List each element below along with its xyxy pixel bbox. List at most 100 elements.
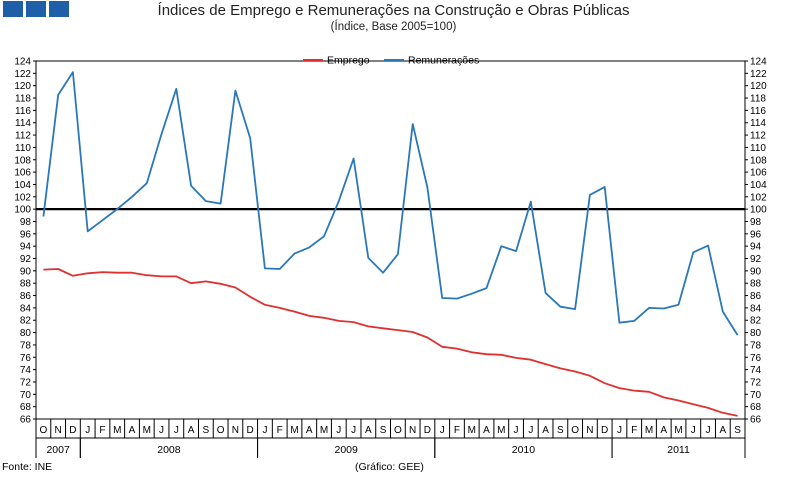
chart-credit: (Gráfico: GEE) bbox=[355, 461, 424, 473]
y-tick-label-right: 100 bbox=[750, 205, 767, 216]
series-line-emprego bbox=[43, 268, 738, 417]
y-tick-label-right: 120 bbox=[750, 81, 767, 92]
x-tick-label: O bbox=[571, 425, 579, 436]
x-tick-label: A bbox=[720, 425, 727, 436]
y-tick-label-right: 102 bbox=[750, 192, 767, 203]
logo-square-2 bbox=[26, 1, 46, 17]
x-tick-label: D bbox=[424, 425, 431, 436]
year-label: 2011 bbox=[667, 444, 690, 456]
y-tick-label-right: 98 bbox=[750, 217, 762, 228]
y-tick-label-right: 104 bbox=[750, 180, 767, 191]
x-tick-label: F bbox=[454, 425, 460, 436]
y-tick-label-right: 114 bbox=[750, 118, 766, 129]
y-tick-label-left: 114 bbox=[15, 118, 31, 129]
y-tick-label-left: 118 bbox=[15, 94, 31, 105]
x-tick-label: A bbox=[542, 425, 549, 436]
x-tick-label: F bbox=[631, 425, 637, 436]
year-label: 2010 bbox=[512, 444, 536, 456]
y-tick-label-left: 66 bbox=[20, 415, 32, 426]
x-tick-label: D bbox=[69, 425, 76, 436]
x-tick-label: M bbox=[645, 425, 653, 436]
y-tick-label-right: 72 bbox=[750, 377, 762, 388]
y-tick-label-right: 78 bbox=[750, 340, 762, 351]
x-tick-label: S bbox=[203, 425, 210, 436]
y-tick-label-left: 106 bbox=[14, 168, 31, 179]
y-tick-label-left: 92 bbox=[20, 254, 32, 265]
x-tick-label: J bbox=[174, 425, 179, 436]
x-tick-label: J bbox=[691, 425, 696, 436]
y-tick-label-left: 70 bbox=[20, 390, 32, 401]
y-tick-label-right: 124 bbox=[750, 57, 767, 68]
year-label: 2008 bbox=[157, 444, 181, 456]
y-tick-label-left: 82 bbox=[20, 316, 32, 327]
x-tick-label: J bbox=[85, 425, 90, 436]
y-tick-label-right: 116 bbox=[750, 106, 766, 117]
legend-label: Emprego bbox=[327, 55, 370, 67]
x-tick-label: N bbox=[55, 425, 62, 436]
y-tick-label-left: 68 bbox=[20, 402, 32, 413]
y-tick-label-right: 80 bbox=[750, 328, 762, 339]
y-tick-label-left: 96 bbox=[20, 229, 32, 240]
x-tick-label: A bbox=[365, 425, 372, 436]
x-tick-label: S bbox=[380, 425, 387, 436]
y-tick-label-right: 118 bbox=[750, 94, 766, 105]
y-tick-label-left: 120 bbox=[14, 81, 31, 92]
y-tick-label-right: 108 bbox=[750, 155, 767, 166]
x-tick-label: M bbox=[290, 425, 298, 436]
x-tick-label: J bbox=[514, 425, 519, 436]
legend-label: Remunerações bbox=[408, 55, 479, 67]
x-tick-label: M bbox=[143, 425, 151, 436]
y-tick-label-right: 76 bbox=[750, 353, 762, 364]
y-tick-label-left: 102 bbox=[14, 192, 31, 203]
y-tick-label-left: 108 bbox=[14, 155, 31, 166]
y-tick-label-right: 122 bbox=[750, 69, 767, 80]
y-tick-label-left: 122 bbox=[14, 69, 31, 80]
x-tick-label: N bbox=[409, 425, 416, 436]
y-tick-label-right: 94 bbox=[750, 242, 762, 253]
x-tick-label: A bbox=[188, 425, 195, 436]
y-tick-label-left: 94 bbox=[20, 242, 32, 253]
y-tick-label-left: 80 bbox=[20, 328, 32, 339]
y-tick-label-right: 74 bbox=[750, 365, 762, 376]
y-tick-label-left: 74 bbox=[20, 365, 32, 376]
x-tick-label: J bbox=[351, 425, 356, 436]
logo-square-1 bbox=[3, 1, 23, 17]
y-tick-label-right: 88 bbox=[750, 279, 762, 290]
x-tick-label: A bbox=[483, 425, 490, 436]
x-tick-label: O bbox=[394, 425, 402, 436]
plot-frame bbox=[35, 60, 746, 420]
y-tick-label-left: 124 bbox=[14, 57, 31, 68]
y-tick-label-right: 90 bbox=[750, 266, 762, 277]
y-tick-label-left: 86 bbox=[20, 291, 32, 302]
y-tick-label-right: 110 bbox=[750, 143, 766, 154]
y-tick-label-right: 84 bbox=[750, 303, 762, 314]
x-tick-label: J bbox=[706, 425, 711, 436]
x-tick-label: J bbox=[528, 425, 533, 436]
x-tick-label: D bbox=[601, 425, 608, 436]
year-label: 2009 bbox=[335, 444, 359, 456]
y-tick-label-left: 98 bbox=[20, 217, 32, 228]
series-line-remunera-es bbox=[42, 71, 739, 336]
y-tick-label-left: 76 bbox=[20, 353, 32, 364]
chart-subtitle: (Índice, Base 2005=100) bbox=[330, 21, 457, 33]
y-tick-label-left: 72 bbox=[20, 377, 32, 388]
x-tick-label: N bbox=[586, 425, 593, 436]
y-tick-label-right: 112 bbox=[750, 131, 766, 142]
x-tick-label: J bbox=[440, 425, 445, 436]
y-tick-label-right: 66 bbox=[750, 415, 762, 426]
x-tick-label: A bbox=[129, 425, 136, 436]
x-tick-label: J bbox=[617, 425, 622, 436]
x-tick-label: J bbox=[262, 425, 267, 436]
source-note: Fonte: INE bbox=[2, 461, 53, 473]
y-tick-label-left: 84 bbox=[20, 303, 32, 314]
x-tick-label: O bbox=[39, 425, 47, 436]
y-tick-label-left: 104 bbox=[14, 180, 31, 191]
x-tick-label: F bbox=[99, 425, 105, 436]
y-tick-label-right: 70 bbox=[750, 390, 762, 401]
x-tick-label: M bbox=[497, 425, 505, 436]
x-tick-label: A bbox=[306, 425, 313, 436]
x-tick-label: M bbox=[674, 425, 682, 436]
year-label: 2007 bbox=[46, 444, 70, 456]
x-tick-label: D bbox=[247, 425, 254, 436]
